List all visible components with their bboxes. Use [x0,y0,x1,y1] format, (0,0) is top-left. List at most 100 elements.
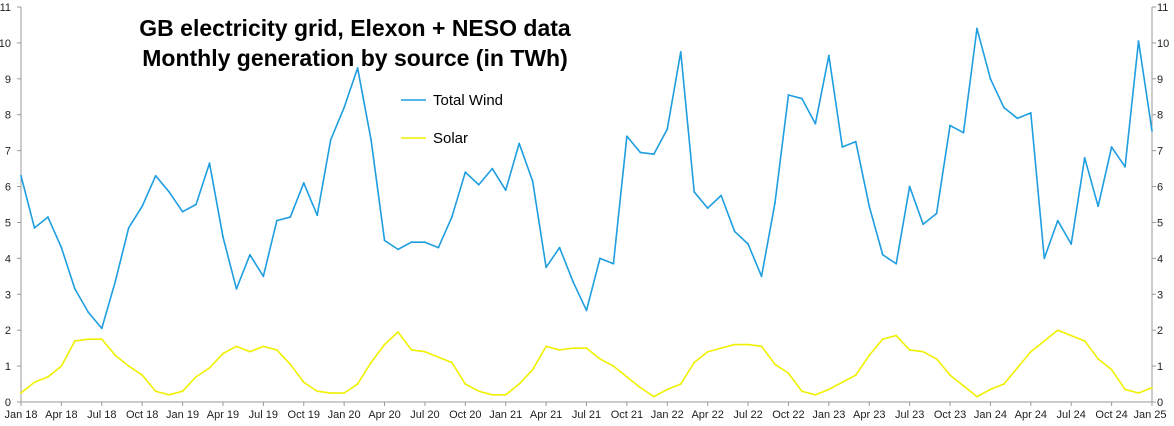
data-point [1002,383,1005,385]
legend-entry: Solar [401,130,468,147]
data-point [1137,392,1140,394]
legend-entry: Total Wind [401,92,503,109]
x-tick-label: Oct 21 [611,409,643,421]
data-point [154,174,157,177]
data-point [558,246,561,249]
x-tick-label: Oct 18 [126,409,158,421]
data-point [343,106,346,109]
data-point [464,171,467,174]
data-point [1029,350,1032,353]
chart-subtitle: Monthly generation by source (in TWh) [142,45,568,71]
y-tick-label-left: 3 [5,289,11,301]
x-tick-label: Jul 24 [1057,409,1086,421]
data-point [370,361,372,364]
data-point [908,349,911,351]
data-point [1056,329,1059,332]
data-point [195,203,197,206]
data-point [962,384,965,387]
data-point [841,146,844,148]
data-point [464,383,467,385]
data-point [774,201,776,204]
data-point [356,383,359,385]
data-point [720,194,723,197]
data-point [827,54,830,57]
data-point [625,135,628,138]
y-tick-label-right: 11 [1157,2,1168,14]
x-tick-label: Oct 22 [772,409,804,421]
data-point [208,366,211,369]
x-tick-label: Jan 23 [812,409,845,421]
y-tick-label-right: 2 [1157,325,1163,337]
data-point [356,67,359,69]
data-point [652,395,655,398]
data-point [410,241,413,244]
data-point [127,226,130,229]
data-point [733,343,736,346]
data-point [450,361,453,364]
data-point [1083,340,1086,342]
data-point [1137,40,1140,43]
data-point [1097,358,1100,360]
data-point [801,97,803,100]
data-point [114,280,117,283]
data-point [1151,129,1153,132]
data-point [33,226,36,229]
y-tick-label-left: 10 [0,38,11,50]
data-point [545,266,548,269]
data-point [302,182,305,184]
data-point [1029,112,1032,114]
x-tick-label: Apr 20 [368,409,400,421]
data-point [935,212,938,215]
legend-label: Total Wind [433,92,503,109]
data-point [168,393,171,396]
data-point [599,358,601,360]
data-point [208,162,211,165]
data-point [343,392,346,394]
x-tick-label: Apr 24 [1015,409,1047,421]
data-point [1124,165,1126,168]
data-point [60,365,63,367]
data-point [73,287,76,290]
data-point [437,356,440,359]
data-point [666,128,669,130]
data-point [302,381,305,384]
x-tick-label: Oct 20 [449,409,481,421]
data-point [652,153,655,156]
chart-title: GB electricity grid, Elexon + NESO data [139,15,571,41]
data-point [154,390,157,393]
data-point [976,395,978,398]
y-tick-label-left: 11 [0,2,11,14]
data-point [1016,117,1019,120]
data-point [222,352,224,355]
data-point [976,27,978,30]
data-point [370,138,372,141]
data-point [733,230,736,233]
data-point [60,246,63,249]
legend: Total Wind Solar [401,92,503,147]
data-point [397,331,399,333]
data-point [572,347,574,350]
x-tick-label: Oct 24 [1095,409,1127,421]
data-point [248,253,251,256]
data-point [383,239,386,242]
data-point [922,223,925,226]
y-tick-label-left: 8 [5,110,11,122]
data-point [706,207,709,209]
data-point [854,374,857,376]
data-point [504,393,507,396]
x-tick-label: Jul 19 [249,409,278,421]
y-tick-label-right: 9 [1157,74,1163,86]
x-tick-label: Jul 20 [410,409,439,421]
data-point [235,345,238,348]
x-tick-label: Jan 24 [974,409,1007,421]
y-tick-label-left: 0 [5,397,11,409]
data-point [397,248,399,251]
data-point [275,219,278,222]
x-tick-label: Jan 22 [651,409,684,421]
y-tick-label-left: 5 [5,217,11,229]
x-tick-label: Apr 23 [853,409,885,421]
data-point [87,338,90,341]
y-tick-label-right: 10 [1157,38,1169,50]
data-point [262,275,265,278]
